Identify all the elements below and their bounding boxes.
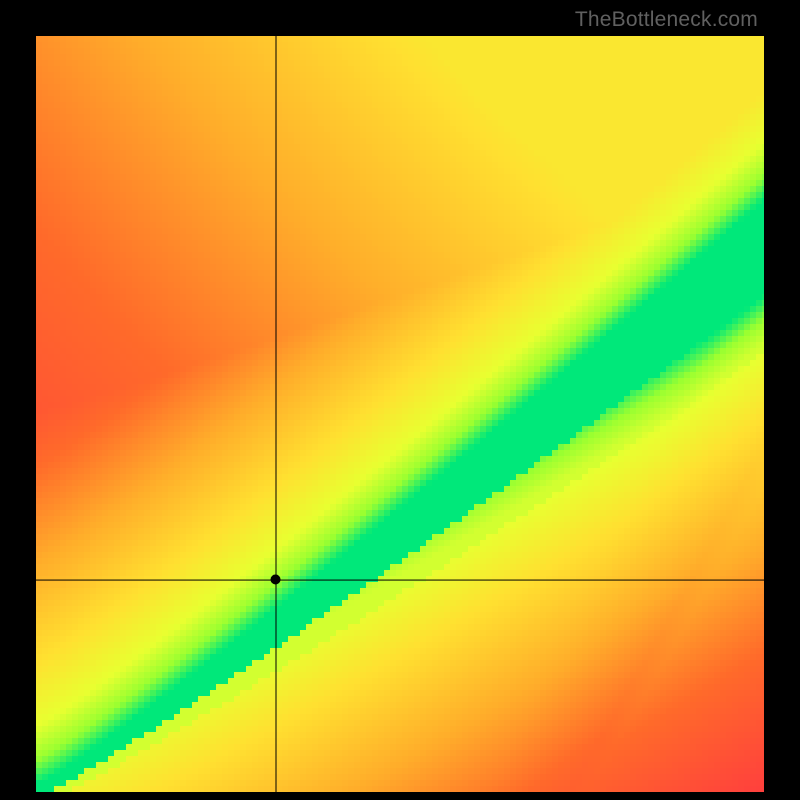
heatmap-plot	[36, 36, 764, 792]
heatmap-canvas	[36, 36, 764, 792]
watermark-text: TheBottleneck.com	[575, 8, 758, 32]
